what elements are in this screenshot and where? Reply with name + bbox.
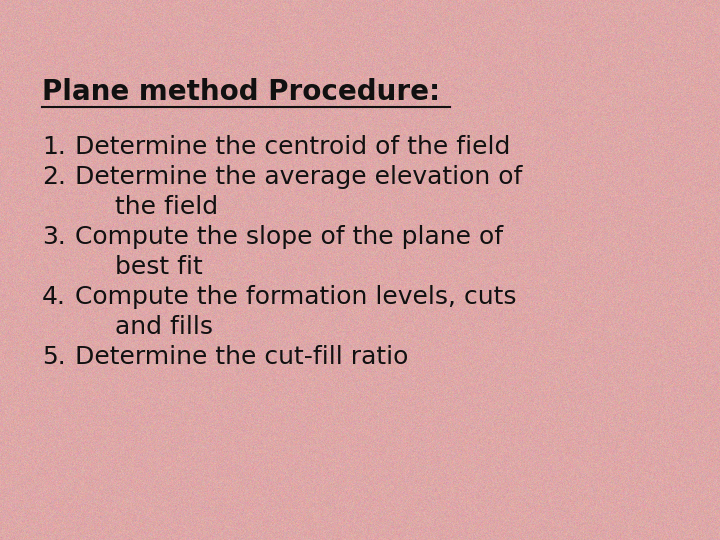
Text: 3.: 3. — [42, 225, 66, 249]
Text: Compute the formation levels, cuts: Compute the formation levels, cuts — [75, 285, 516, 309]
Text: Determine the cut-fill ratio: Determine the cut-fill ratio — [75, 345, 408, 369]
Text: 5.: 5. — [42, 345, 66, 369]
Text: 1.: 1. — [42, 135, 66, 159]
Text: Plane method Procedure:: Plane method Procedure: — [42, 78, 440, 106]
Text: the field: the field — [115, 195, 218, 219]
Text: 2.: 2. — [42, 165, 66, 189]
Text: Determine the centroid of the field: Determine the centroid of the field — [75, 135, 510, 159]
Text: and fills: and fills — [115, 315, 213, 339]
Text: 4.: 4. — [42, 285, 66, 309]
Text: Compute the slope of the plane of: Compute the slope of the plane of — [75, 225, 503, 249]
Text: best fit: best fit — [115, 255, 203, 279]
Text: Determine the average elevation of: Determine the average elevation of — [75, 165, 523, 189]
